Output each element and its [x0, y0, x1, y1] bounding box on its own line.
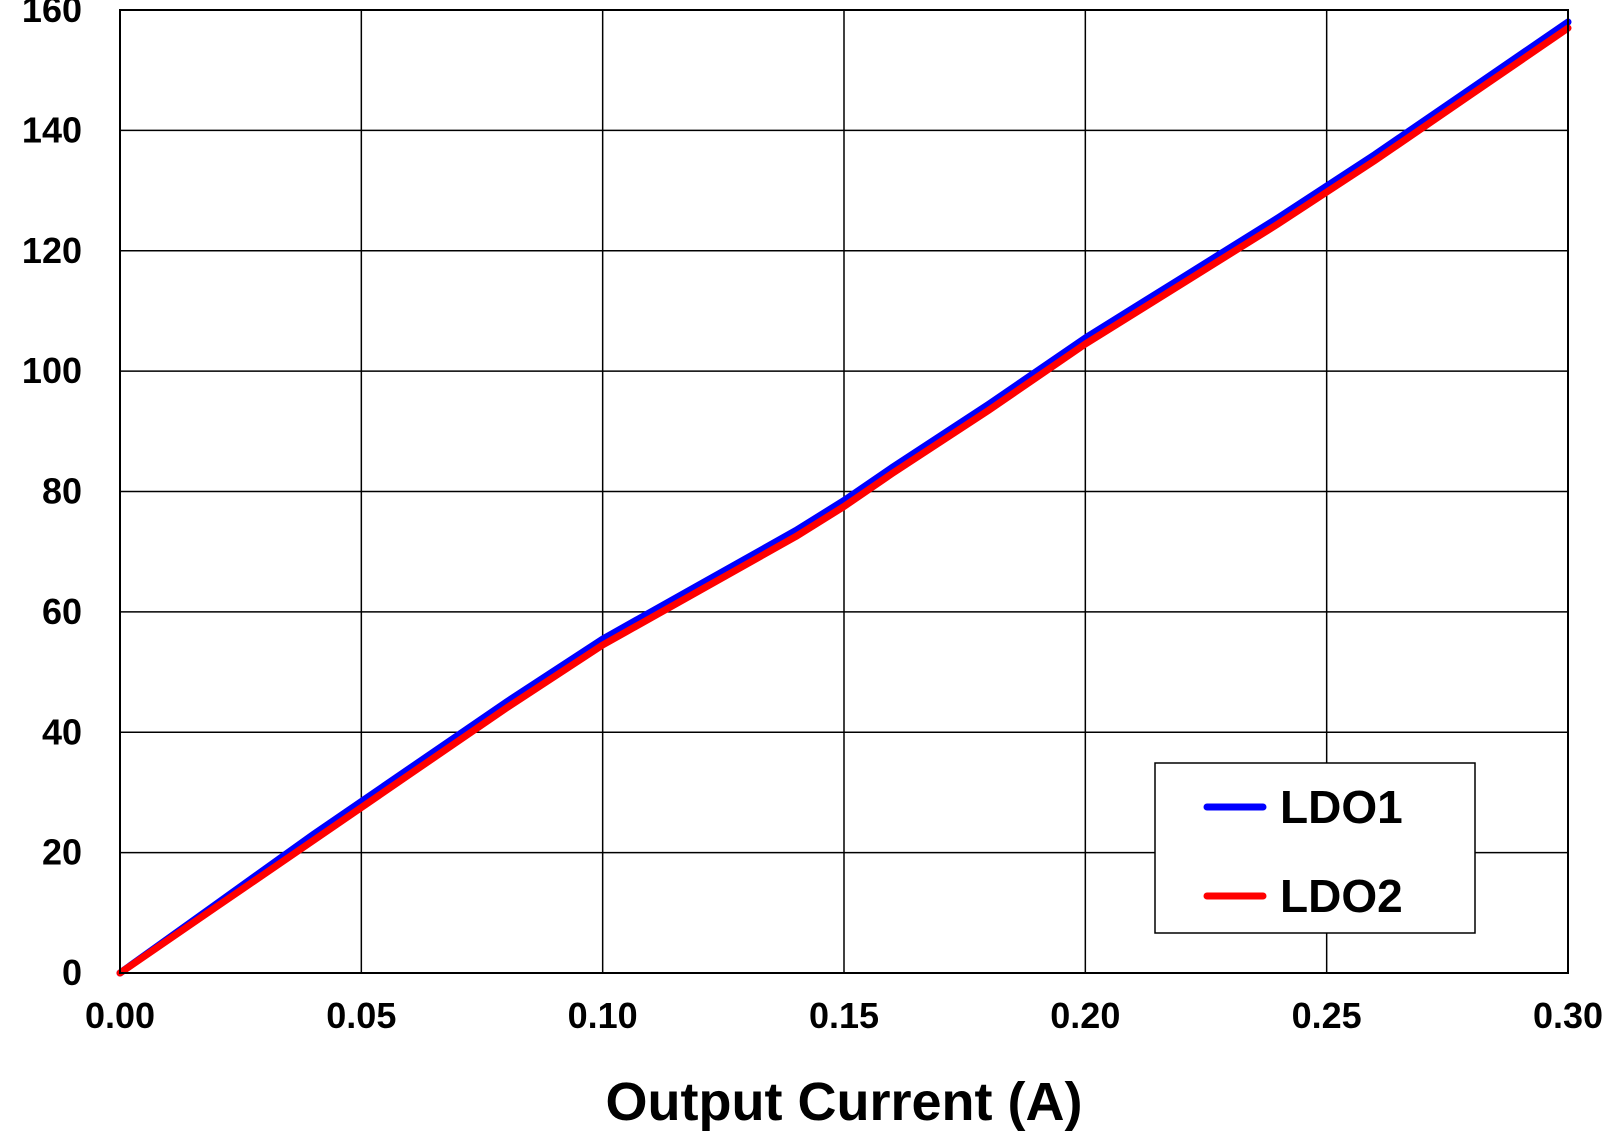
- x-axis-label: Output Current (A): [606, 1072, 1083, 1132]
- y-tick-label: 120: [22, 230, 82, 271]
- legend-label-ldo2: LDO2: [1280, 870, 1403, 922]
- x-axis-ticks: 0.00 0.05 0.10 0.15 0.20 0.25 0.30: [85, 995, 1603, 1036]
- y-tick-label: 80: [42, 471, 82, 512]
- x-tick-label: 0.25: [1292, 995, 1362, 1036]
- x-tick-label: 0.20: [1050, 995, 1120, 1036]
- legend: LDO1 LDO2: [1154, 762, 1476, 934]
- legend-box: [1154, 762, 1476, 934]
- y-tick-label: 60: [42, 591, 82, 632]
- x-tick-label: 0.10: [568, 995, 638, 1036]
- legend-label-ldo1: LDO1: [1280, 781, 1403, 833]
- x-tick-label: 0.30: [1533, 995, 1603, 1036]
- y-tick-label: 140: [22, 109, 82, 150]
- y-tick-label: 0: [62, 952, 82, 993]
- y-tick-label: 160: [22, 0, 82, 30]
- series-line-ldo1: [116, 18, 1572, 977]
- y-tick-label: 100: [22, 350, 82, 391]
- x-tick-label: 0.05: [326, 995, 396, 1036]
- y-axis-ticks: 0 20 40 60 80 100 120 140 160: [22, 0, 82, 993]
- grid: [119, 9, 1569, 974]
- x-tick-label: 0.15: [809, 995, 879, 1036]
- x-tick-label: 0.00: [85, 995, 155, 1036]
- series-line-ldo2: [116, 24, 1572, 977]
- y-tick-label: 40: [42, 711, 82, 752]
- series-lines: [116, 18, 1572, 977]
- plot-area-frame: [119, 9, 1569, 974]
- y-tick-label: 20: [42, 832, 82, 873]
